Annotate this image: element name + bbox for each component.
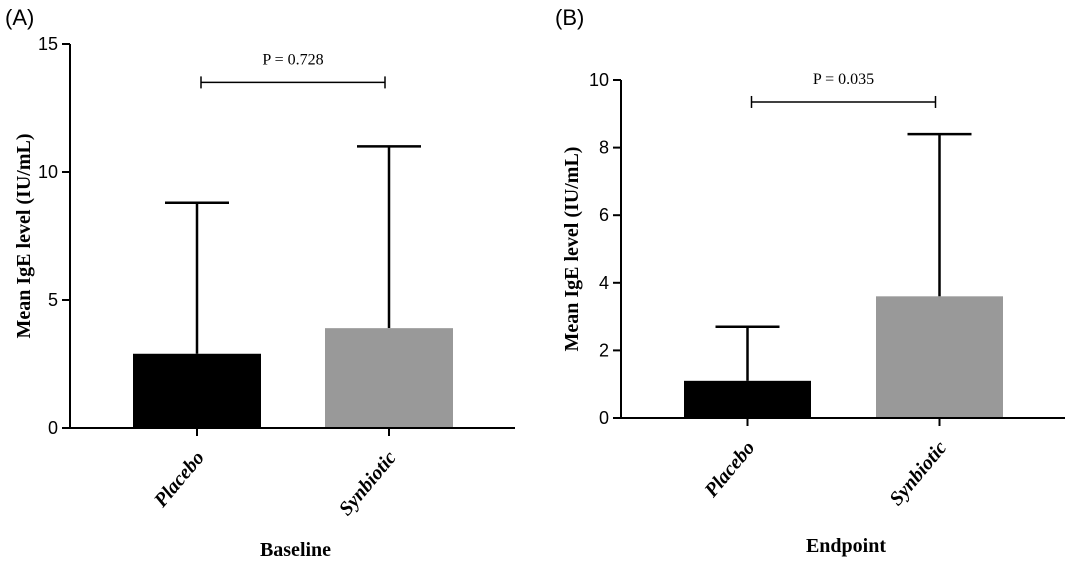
category-label: Synbiotic [885,437,951,510]
p-value-label: P = 0.035 [813,71,874,88]
category-label: Synbiotic [335,447,401,520]
p-value-label: P = 0.728 [262,51,323,68]
bar-synbiotic [325,328,453,428]
y-tick-label: 2 [599,340,609,360]
y-tick-label: 10 [589,70,609,90]
bar-placebo [133,353,261,428]
y-tick-label: 8 [599,138,609,158]
y-tick-label: 6 [599,205,609,225]
panel-label: (A) [5,5,34,30]
y-axis-title: Mean IgE level (IU/mL) [13,134,35,339]
bar-placebo [684,380,811,418]
category-label: Placebo [149,447,209,512]
y-tick-label: 0 [48,418,58,438]
y-axis-title: Mean IgE level (IU/mL) [561,147,583,352]
y-tick-label: 0 [599,408,609,428]
y-tick-label: 10 [38,162,58,182]
y-tick-label: 5 [48,290,58,310]
x-axis-title: Endpoint [806,535,886,557]
y-tick-label: 15 [38,34,58,54]
category-label: Placebo [700,437,760,502]
x-axis-title: Baseline [260,539,331,561]
bar-synbiotic [876,296,1003,418]
panel-label: (B) [555,5,584,30]
y-tick-label: 4 [599,273,609,293]
chart-panel-b: (B) Placebo Synbiotic 0 2 4 6 8 10 P = 0.035 Mean … [555,5,1065,557]
chart-panel-a: (A) Placebo Synbiotic 0 5 10 15 P = 0.728 Mean I… [5,5,515,561]
